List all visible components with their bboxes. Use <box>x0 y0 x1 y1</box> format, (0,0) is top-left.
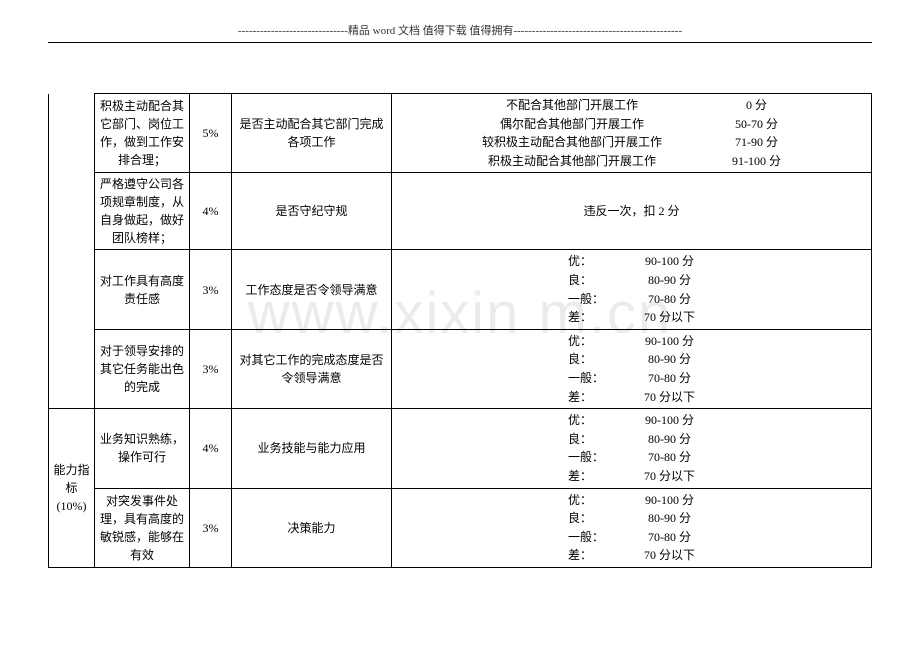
table-row: 积极主动配合其它部门、岗位工作，做到工作安排合理； 5% 是否主动配合其它部门完… <box>49 94 872 173</box>
scoring-cell: 优： 90-100 分 良： 80-90 分 一般： 70-80 分 差： 70 分以下 <box>392 409 872 488</box>
score-points: 70-80 分 <box>644 290 695 309</box>
assessment-table: 积极主动配合其它部门、岗位工作，做到工作安排合理； 5% 是否主动配合其它部门完… <box>48 93 872 568</box>
criteria-cell: 是否主动配合其它部门完成各项工作 <box>232 94 392 173</box>
score-points: 0 分 <box>732 96 781 115</box>
score-label: 一般： <box>568 290 604 309</box>
scoring-cell: 违反一次，扣 2 分 <box>392 173 872 250</box>
scoring-block: 优： 90-100 分 良： 80-90 分 一般： 70-80 分 差： 70 分以下 <box>396 252 867 326</box>
score-label: 差： <box>568 308 604 327</box>
weight-cell: 4% <box>190 409 232 488</box>
criteria-cell: 业务技能与能力应用 <box>232 409 392 488</box>
score-label: 一般： <box>568 369 604 388</box>
table-row: 对突发事件处理，具有高度的敏锐感，能够在有效 3% 决策能力 优： 90-100 … <box>49 488 872 567</box>
desc-cell: 严格遵守公司各项规章制度，从自身做起，做好团队榜样； <box>95 173 190 250</box>
scoring-cell: 优： 90-100 分 良： 80-90 分 一般： 70-80 分 差： 70 分以下 <box>392 488 872 567</box>
score-points: 71-90 分 <box>732 133 781 152</box>
score-label: 优： <box>568 411 604 430</box>
score-points: 70-80 分 <box>644 448 695 467</box>
score-points: 50-70 分 <box>732 115 781 134</box>
score-label: 较积极主动配合其他部门开展工作 <box>482 133 662 152</box>
score-label: 偶尔配合其他部门开展工作 <box>482 115 662 134</box>
score-label: 优： <box>568 252 604 271</box>
score-label: 优： <box>568 491 604 510</box>
score-label: 良： <box>568 271 604 290</box>
category-cell: 能力指标(10%) <box>49 409 95 568</box>
scoring-block: 优： 90-100 分 良： 80-90 分 一般： 70-80 分 差： 70 分以下 <box>396 411 867 485</box>
score-label: 积极主动配合其他部门开展工作 <box>482 152 662 171</box>
score-label: 差： <box>568 467 604 486</box>
page-header: ------------------------------精品 word 文档… <box>0 0 920 38</box>
score-points: 70 分以下 <box>644 308 695 327</box>
score-points: 80-90 分 <box>644 350 695 369</box>
table-row: 对工作具有高度责任感 3% 工作态度是否令领导满意 优： 90-100 分 良： 8… <box>49 250 872 329</box>
scoring-cell: 优： 90-100 分 良： 80-90 分 一般： 70-80 分 差： 70 分以下 <box>392 250 872 329</box>
weight-cell: 4% <box>190 173 232 250</box>
table-row: 对于领导安排的其它任务能出色的完成 3% 对其它工作的完成态度是否令领导满意 优… <box>49 329 872 408</box>
weight-cell: 3% <box>190 488 232 567</box>
weight-cell: 5% <box>190 94 232 173</box>
score-label: 一般： <box>568 528 604 547</box>
score-label: 良： <box>568 509 604 528</box>
desc-cell: 对工作具有高度责任感 <box>95 250 190 329</box>
page-content: 积极主动配合其它部门、岗位工作，做到工作安排合理； 5% 是否主动配合其它部门完… <box>0 43 920 568</box>
score-label: 差： <box>568 388 604 407</box>
table-row: 能力指标(10%) 业务知识熟练，操作可行 4% 业务技能与能力应用 优：90-… <box>49 409 872 488</box>
scoring-block: 不配合其他部门开展工作 0 分 偶尔配合其他部门开展工作 50-70 分 较积极主动… <box>396 96 867 170</box>
weight-cell: 3% <box>190 329 232 408</box>
score-points: 80-90 分 <box>644 509 695 528</box>
score-points: 70 分以下 <box>644 546 695 565</box>
scoring-block: 优： 90-100 分 良： 80-90 分 一般： 70-80 分 差： 70 分以下 <box>396 491 867 565</box>
score-label: 一般： <box>568 448 604 467</box>
score-label: 优： <box>568 332 604 351</box>
desc-cell: 对突发事件处理，具有高度的敏锐感，能够在有效 <box>95 488 190 567</box>
score-points: 70-80 分 <box>644 369 695 388</box>
score-label: 差： <box>568 546 604 565</box>
score-points: 80-90 分 <box>644 271 695 290</box>
category-cell-empty <box>49 94 95 409</box>
score-label: 良： <box>568 350 604 369</box>
score-points: 70 分以下 <box>644 467 695 486</box>
weight-cell: 3% <box>190 250 232 329</box>
score-points: 90-100 分 <box>644 252 695 271</box>
score-points: 80-90 分 <box>644 430 695 449</box>
table-row: 严格遵守公司各项规章制度，从自身做起，做好团队榜样； 4% 是否守纪守规 违反一… <box>49 173 872 250</box>
score-label: 不配合其他部门开展工作 <box>482 96 662 115</box>
score-label: 良： <box>568 430 604 449</box>
criteria-cell: 决策能力 <box>232 488 392 567</box>
score-points: 70 分以下 <box>644 388 695 407</box>
score-points: 90-100 分 <box>644 332 695 351</box>
scoring-cell: 不配合其他部门开展工作 0 分 偶尔配合其他部门开展工作 50-70 分 较积极主动… <box>392 94 872 173</box>
desc-cell: 业务知识熟练，操作可行 <box>95 409 190 488</box>
desc-cell: 积极主动配合其它部门、岗位工作，做到工作安排合理； <box>95 94 190 173</box>
criteria-cell: 是否守纪守规 <box>232 173 392 250</box>
criteria-cell: 工作态度是否令领导满意 <box>232 250 392 329</box>
score-points: 91-100 分 <box>732 152 781 171</box>
scoring-block: 优： 90-100 分 良： 80-90 分 一般： 70-80 分 差： 70 分以下 <box>396 332 867 406</box>
score-points: 90-100 分 <box>644 411 695 430</box>
score-points: 70-80 分 <box>644 528 695 547</box>
scoring-cell: 优： 90-100 分 良： 80-90 分 一般： 70-80 分 差： 70 分以下 <box>392 329 872 408</box>
desc-cell: 对于领导安排的其它任务能出色的完成 <box>95 329 190 408</box>
score-points: 90-100 分 <box>644 491 695 510</box>
criteria-cell: 对其它工作的完成态度是否令领导满意 <box>232 329 392 408</box>
